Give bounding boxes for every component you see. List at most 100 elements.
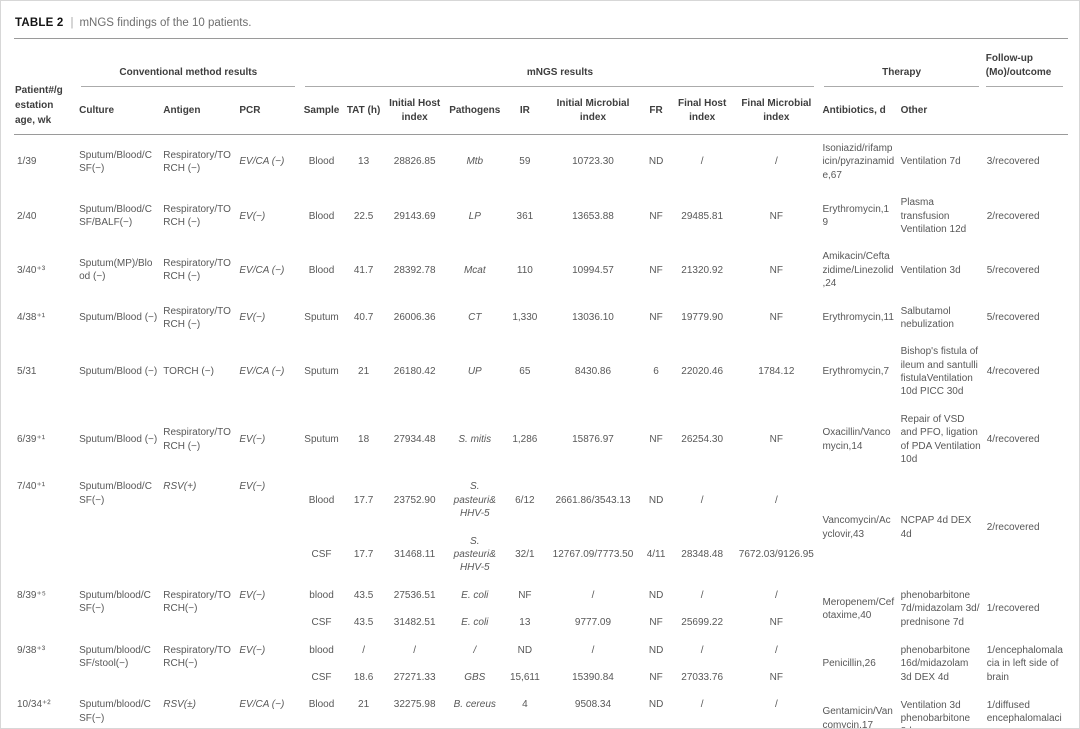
patient-row: CSF 43.5 31482.51 E. coli 13 9777.09 NF 25699.2… bbox=[14, 609, 1068, 636]
cell-fr: 6 bbox=[653, 366, 659, 378]
cell-sample: CSF bbox=[311, 671, 332, 683]
patient-row: CSF 17.7 31468.11 S. pasteuri& HHV-5 32/1 127… bbox=[14, 528, 1068, 582]
cell-pathogens: S. pasteuri& HHV-5 bbox=[453, 535, 496, 574]
cell-tat: 21 bbox=[358, 699, 370, 711]
cell-outcome: 2/recovered bbox=[986, 210, 1040, 222]
cell-ir: 61 bbox=[505, 719, 545, 728]
cell-final-host: 24454.21 bbox=[671, 719, 733, 728]
cell-final-host: 25699.22 bbox=[681, 617, 724, 629]
cell-culture: Sputum/blood/CSF(−) bbox=[79, 699, 151, 724]
cell-fr: ND bbox=[648, 699, 664, 711]
patient-row: 5/31 Sputum/Blood (−) TORCH (−) EV/CA (−) Sp… bbox=[14, 338, 1068, 406]
cell-antibiotics: Vancomycin/Acyclovir,43 bbox=[822, 515, 891, 540]
cell-other: Ventilation 3d bbox=[900, 264, 961, 276]
cell-final-microbial: NF bbox=[769, 210, 783, 222]
cell-patient-id: 1/39 bbox=[17, 156, 37, 168]
group-therapy: Therapy bbox=[819, 39, 983, 89]
cell-final-host: 22020.46 bbox=[681, 366, 724, 378]
cell-initial-microbial: 13036.10 bbox=[572, 312, 614, 324]
cell-other: NCPAP 4d DEX 4d bbox=[900, 515, 972, 540]
cell-initial-microbial: / bbox=[591, 589, 595, 601]
cell-antigen: Respiratory/TORCH (−) bbox=[163, 149, 231, 175]
cell-sample: Blood bbox=[308, 494, 335, 506]
cell-initial-host: 29712.14 bbox=[385, 719, 445, 728]
table-caption: mNGS findings of the 10 patients. bbox=[79, 17, 252, 29]
cell-other: Ventilation 7d bbox=[900, 156, 961, 168]
cell-final-host: / bbox=[700, 644, 704, 656]
cell-antibiotics: Penicillin,26 bbox=[822, 658, 876, 670]
patient-row: 1/39 Sputum/Blood/CSF(−) Respiratory/TORCH… bbox=[14, 135, 1068, 190]
cell-fr: 4/11 bbox=[646, 548, 666, 560]
cell-initial-host: 31468.11 bbox=[394, 548, 436, 560]
cell-patient-id: 7/40⁺¹ bbox=[17, 481, 46, 493]
cell-patient-id: 8/39⁺⁵ bbox=[17, 589, 46, 601]
cell-other: phenobarbitone 7d/midazolam 3d/ predniso… bbox=[900, 590, 980, 628]
cell-ir: 110 bbox=[516, 264, 533, 276]
col-header-initial-microbial-index: Initial Microbial index bbox=[544, 88, 642, 135]
cell-initial-microbial: 2661.86/3543.13 bbox=[555, 494, 631, 506]
cell-pathogens: B. cereus bbox=[453, 699, 496, 711]
col-header-final-microbial-index: Final Microbial index bbox=[733, 88, 820, 135]
cell-initial-host: 27536.51 bbox=[393, 589, 436, 601]
cell-tat: 43.5 bbox=[353, 589, 374, 601]
cell-ir: 1,286 bbox=[512, 433, 538, 445]
patient-row: 4/38⁺¹ Sputum/Blood (−) Respiratory/TORCH … bbox=[14, 298, 1068, 339]
cell-tat: 43.5 bbox=[353, 617, 374, 629]
cell-culture: Sputum/Blood/CSF(−) bbox=[79, 149, 152, 175]
followup-spacer bbox=[983, 88, 1068, 135]
cell-final-host: / bbox=[700, 699, 704, 711]
group-mngs-results: mNGS results bbox=[300, 39, 819, 89]
col-header-ir: IR bbox=[504, 88, 545, 135]
cell-pcr: EV/CA (−) bbox=[239, 699, 285, 711]
cell-tat: 21 bbox=[358, 366, 370, 378]
cell-final-microbial: / bbox=[774, 699, 778, 711]
cell-final-host: 19779.90 bbox=[681, 312, 724, 324]
cell-fr: ND bbox=[648, 589, 664, 601]
cell-final-host: 27033.76 bbox=[681, 671, 724, 683]
cell-antibiotics: Erythromycin,7 bbox=[822, 366, 890, 378]
cell-pathogens: B. cereus bbox=[445, 719, 505, 728]
cell-tat: 18 bbox=[358, 433, 370, 445]
patient-row: 8/39⁺⁵ Sputum/blood/CSF(−) Respiratory/TOR… bbox=[14, 582, 1068, 628]
cell-final-microbial: / bbox=[774, 589, 778, 601]
cell-final-host: 21320.92 bbox=[681, 264, 724, 276]
cell-tat: 13 bbox=[358, 156, 370, 168]
cell-pathogens: E. coli bbox=[461, 617, 489, 629]
patient-row: 7/40⁺¹ Sputum/Blood/CSF(−) RSV(+) EV(−) Bloo… bbox=[14, 473, 1068, 539]
cell-tat: 22.5 bbox=[353, 210, 374, 222]
cell-sample: CSF bbox=[300, 719, 342, 728]
cell-fr: NF bbox=[649, 312, 663, 324]
cell-pcr: EV(−) bbox=[239, 312, 266, 324]
cell-antibiotics: Erythromycin,19 bbox=[822, 203, 890, 229]
cell-sample: Blood bbox=[308, 264, 335, 276]
cell-patient-id: 5/31 bbox=[17, 366, 37, 378]
cell-patient-id: 3/40⁺³ bbox=[17, 264, 46, 276]
cell-culture: Sputum/Blood/CSF(−) bbox=[79, 481, 152, 506]
cell-initial-microbial: 9559.24 bbox=[545, 719, 641, 728]
patient-row: 9/38⁺³ Sputum/blood/CSF/stool(−) Respirato… bbox=[14, 637, 1068, 683]
patient-row: CSF 18.6 27271.33 GBS 15,611 15390.84 NF 27033.… bbox=[14, 664, 1068, 691]
cell-outcome: 1/diffused encephalomalacia bbox=[986, 699, 1062, 728]
cell-pathogens: / bbox=[473, 644, 477, 656]
cell-initial-host: 31482.51 bbox=[393, 617, 436, 629]
patient-row: 6/39⁺¹ Sputum/Blood (−) Respiratory/TORCH … bbox=[14, 406, 1068, 474]
sub-header-row: Culture Antigen PCR Sample TAT (h) Initi… bbox=[14, 88, 1068, 135]
cell-patient-id: 4/38⁺¹ bbox=[17, 312, 46, 324]
cell-culture: Sputum/Blood (−) bbox=[79, 433, 158, 445]
cell-other: phenobarbitone 16d/midazolam 3d DEX 4d bbox=[900, 644, 971, 683]
col-header-tat: TAT (h) bbox=[342, 88, 385, 135]
cell-final-microbial: NF bbox=[769, 617, 783, 629]
col-header-other: Other bbox=[897, 88, 984, 135]
cell-antibiotics: Oxacillin/Vancomycin,14 bbox=[822, 427, 891, 452]
cell-initial-host: 27271.33 bbox=[393, 671, 436, 683]
cell-ir: 32/1 bbox=[515, 548, 535, 560]
cell-fr: NF bbox=[649, 433, 663, 445]
cell-antigen: Respiratory/TORCH (−) bbox=[163, 427, 231, 452]
patient-row: 2/40 Sputum/Blood/CSF/BALF(−) Respiratory/… bbox=[14, 189, 1068, 243]
cell-final-microbial: 7672.03/9126.95 bbox=[738, 548, 814, 560]
cell-antibiotics: Gentamicin/Vancomycin,17 bbox=[822, 706, 893, 729]
cell-pcr: EV/CA (−) bbox=[239, 366, 285, 378]
cell-sample: blood bbox=[309, 644, 334, 656]
col-header-sample: Sample bbox=[300, 88, 343, 135]
cell-other: Repair of VSD and PFO, ligation of PDA V… bbox=[900, 413, 981, 466]
